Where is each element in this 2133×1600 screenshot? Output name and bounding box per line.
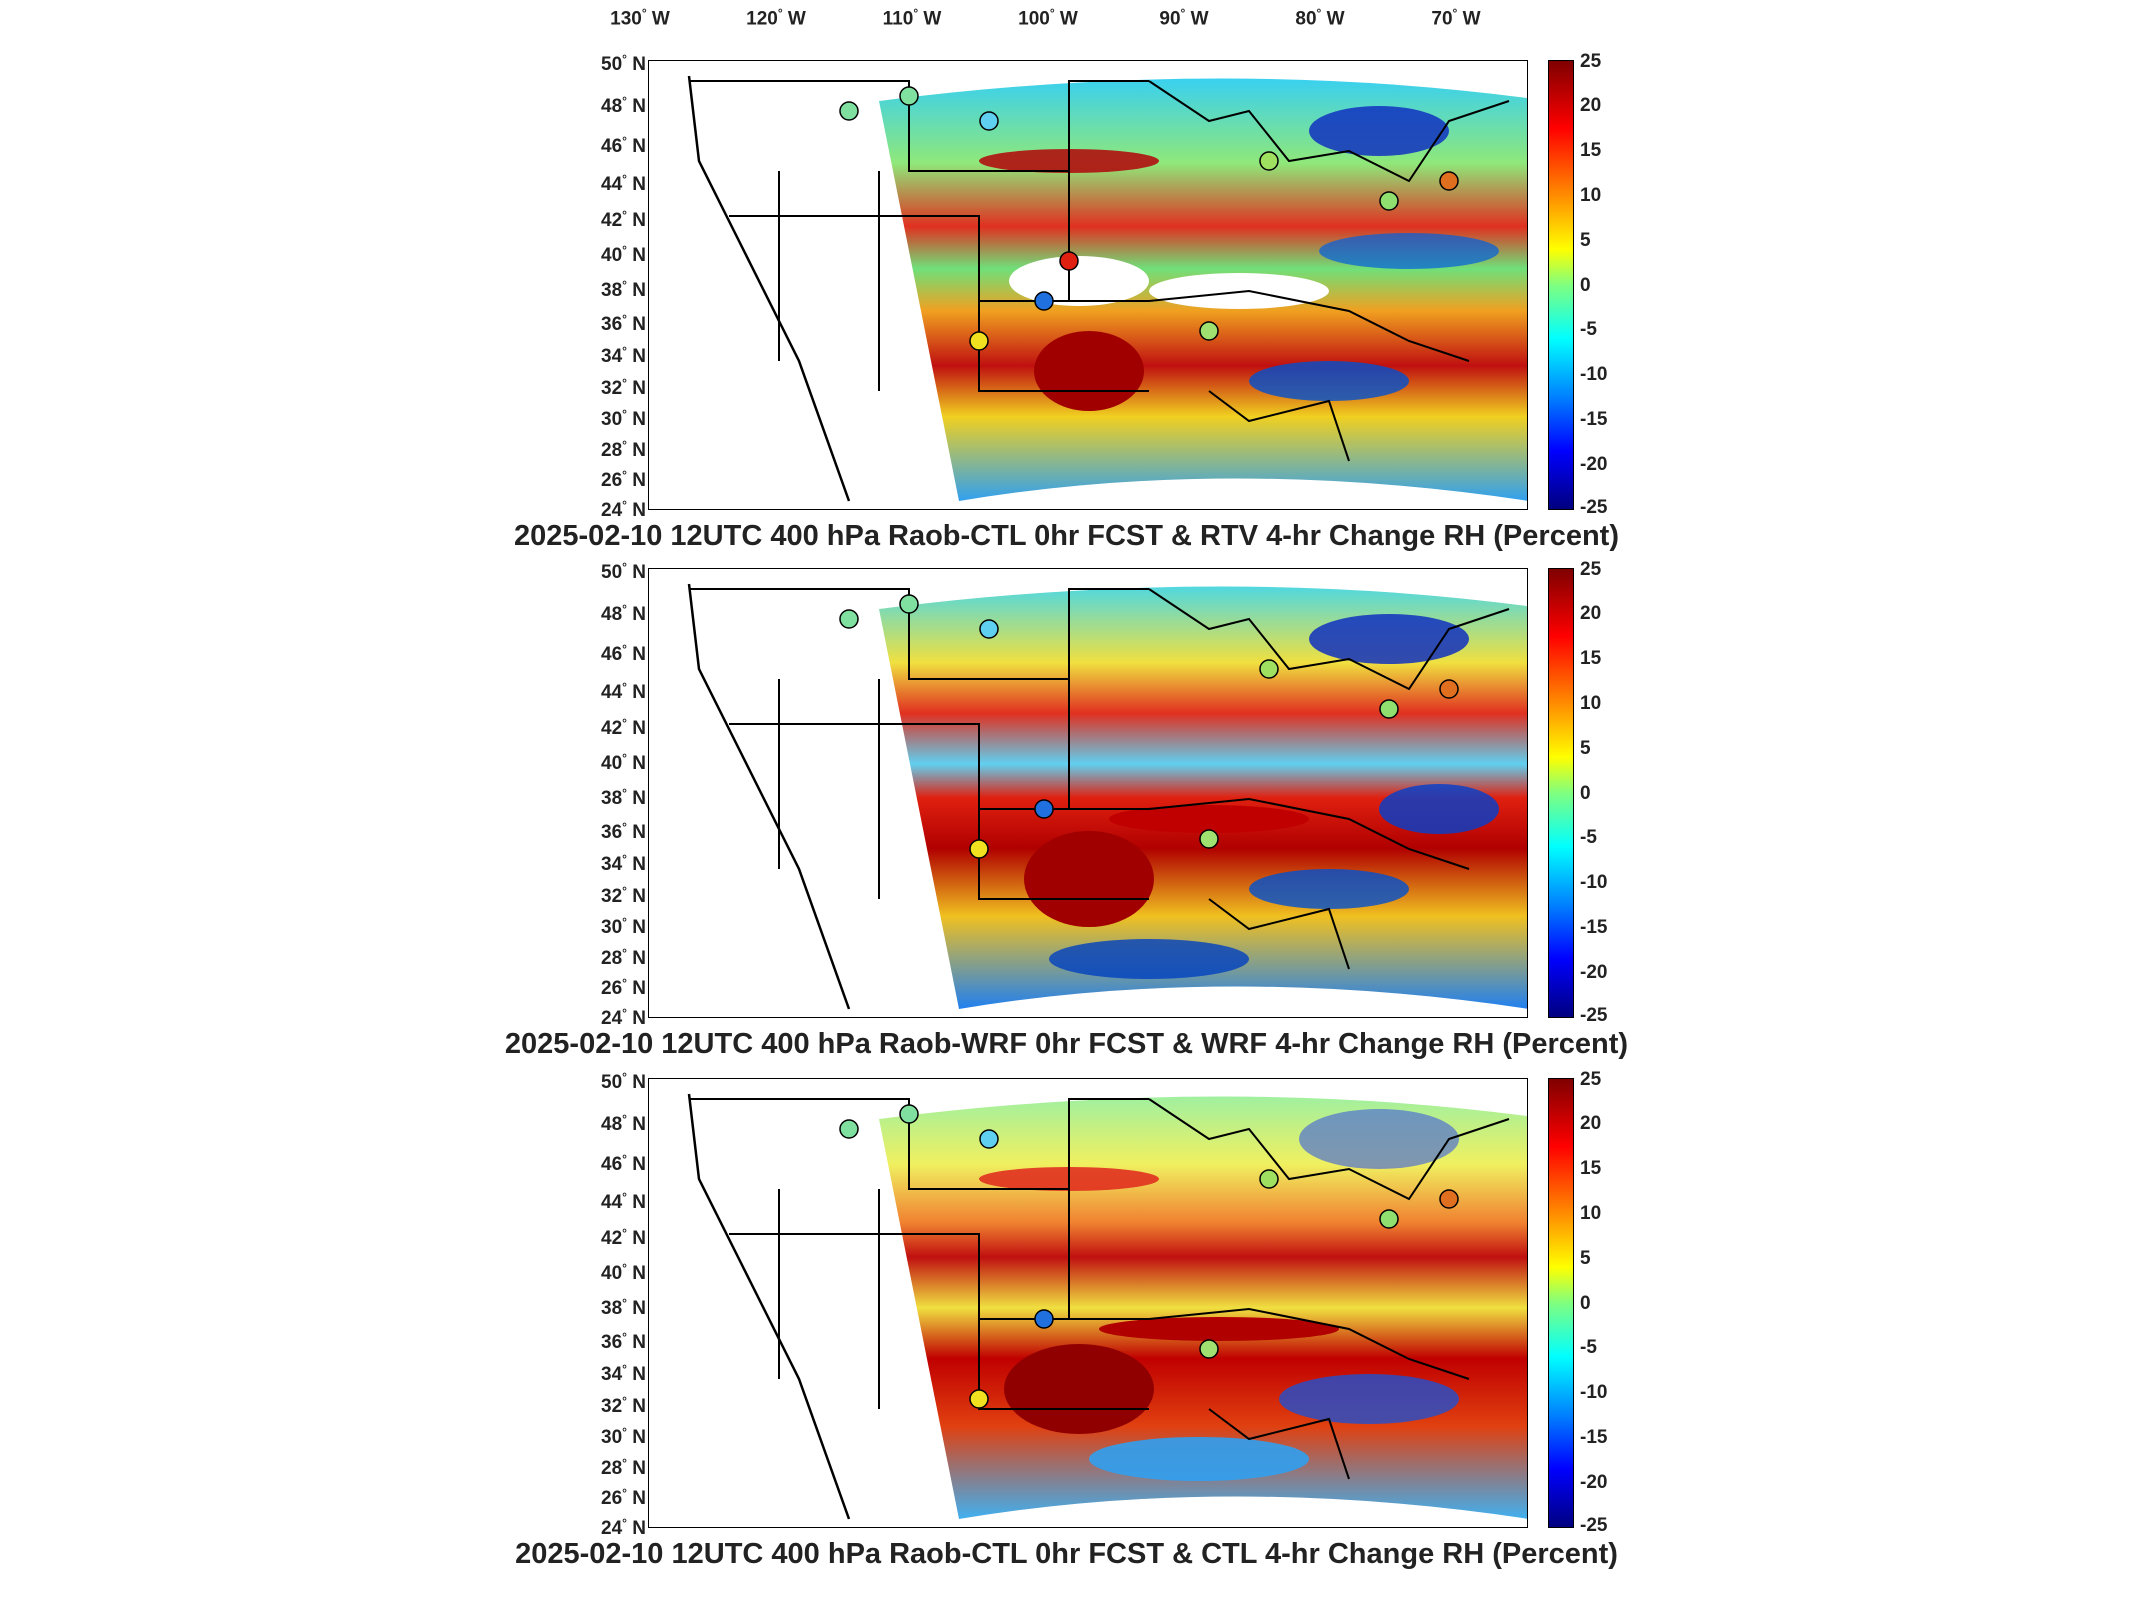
lon-label-80: 80° W <box>1295 6 1345 30</box>
map-area <box>648 1078 1528 1528</box>
latitude-axis: 50° N 48° N 46° N 44° N 42° N 40° N 38° … <box>601 559 646 1030</box>
state-borders <box>689 80 1149 392</box>
lon-label-120: 120° W <box>746 6 806 30</box>
colorbar-ticks: 25 20 15 10 5 0 -5 -10 -15 -20 -25 <box>1580 559 1608 1026</box>
lon-label-90: 90° W <box>1159 6 1209 30</box>
colorbar-ticks: 25 20 15 10 5 0 -5 -10 -15 -20 -25 <box>1580 1069 1608 1536</box>
colorbar <box>1548 60 1574 510</box>
coastline <box>687 75 851 502</box>
lon-label-70: 70° W <box>1431 6 1481 30</box>
state-borders <box>689 1098 1149 1410</box>
rh-change-map <box>687 1093 1527 1520</box>
lon-label-130: 130° W <box>610 6 670 30</box>
colorbar <box>1548 568 1574 1018</box>
longitude-axis: 130° W 120° W 110° W 100° W 90° W 80° W … <box>0 6 2133 36</box>
latitude-axis: 50° N 48° N 46° N 44° N 42° N 40° N 38° … <box>601 51 646 522</box>
panel-title-2: 2025-02-10 12UTC 400 hPa Raob-WRF 0hr FC… <box>504 1028 1629 1060</box>
panel-title-1: 2025-02-10 12UTC 400 hPa Raob-CTL 0hr FC… <box>514 520 1619 552</box>
map-area <box>648 568 1528 1018</box>
lon-label-100: 100° W <box>1018 6 1078 30</box>
raob-station <box>839 101 859 121</box>
colorbar-ticks: 25 20 15 10 5 0 -5 -10 -15 -20 -25 <box>1580 51 1608 518</box>
coastline <box>687 1093 851 1520</box>
panel-title-3: 2025-02-10 12UTC 400 hPa Raob-CTL 0hr FC… <box>515 1538 1618 1570</box>
rh-change-map <box>687 75 1527 502</box>
raob-station <box>839 609 859 629</box>
coastline <box>687 583 851 1010</box>
map-area <box>648 60 1528 510</box>
state-borders <box>689 588 1149 900</box>
rh-change-map <box>687 583 1527 1010</box>
raob-station <box>839 1119 859 1139</box>
lon-label-110: 110° W <box>882 6 942 30</box>
colorbar <box>1548 1078 1574 1528</box>
latitude-axis: 50° N 48° N 46° N 44° N 42° N 40° N 38° … <box>601 1069 646 1540</box>
